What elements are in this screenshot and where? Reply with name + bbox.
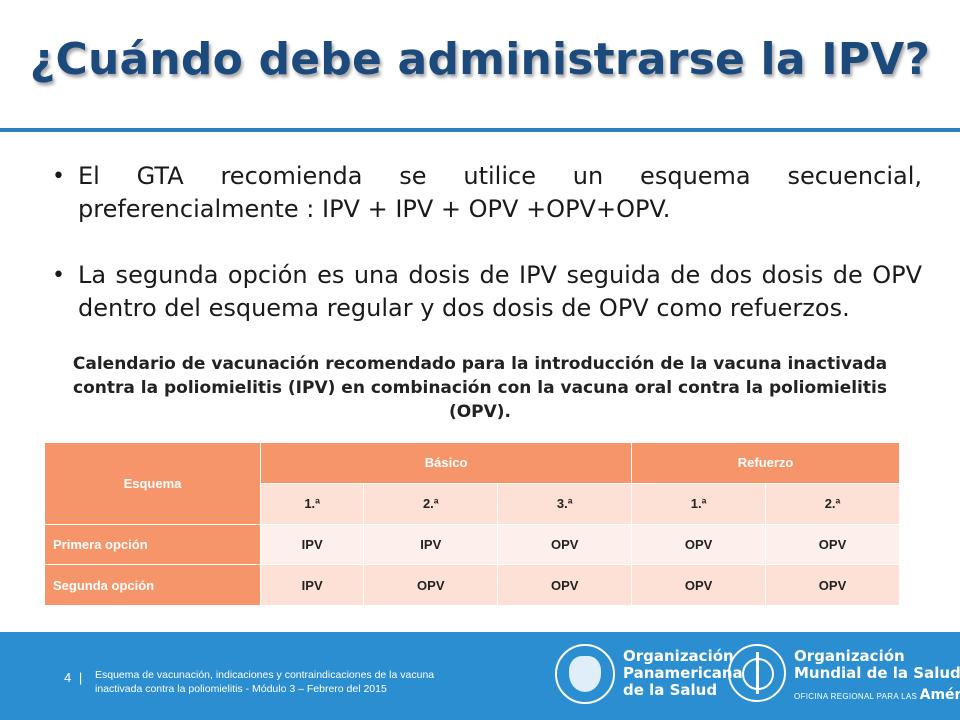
slide-footer: 4 | Esquema de vacunación, indicaciones … xyxy=(0,632,960,720)
header-basico: Básico xyxy=(259,442,633,484)
bullet-item-2: La segunda opción es una dosis de IPV se… xyxy=(52,259,922,325)
page-separator: | xyxy=(78,670,83,685)
paho-emblem-icon xyxy=(555,644,615,704)
row-label: Segunda opción xyxy=(44,564,261,606)
table-cell: OPV xyxy=(497,523,633,566)
who-emblem-icon xyxy=(728,644,786,702)
subheader-dose: 2.ª xyxy=(363,482,499,525)
page-number: 4 | xyxy=(64,670,82,685)
table-cell: OPV xyxy=(631,564,767,606)
title-divider xyxy=(0,128,960,132)
subheader-dose: 3.ª xyxy=(497,482,633,525)
paho-logo-line-1: Organización xyxy=(623,647,734,665)
paho-logo: Organización Panamericana de la Salud xyxy=(555,642,743,708)
table-cell: IPV xyxy=(259,523,365,566)
paho-logo-line-2: Panamericana xyxy=(623,664,743,682)
paho-logo-text: Organización Panamericana de la Salud xyxy=(623,648,743,699)
table-cell: OPV xyxy=(631,523,767,566)
table-header-row: Esquema Básico Refuerzo xyxy=(44,442,900,525)
header-refuerzo: Refuerzo xyxy=(631,442,900,484)
subheader-dose: 1.ª xyxy=(631,482,767,525)
table-subheader-row: 1.ª 2.ª 3.ª 1.ª 2.ª xyxy=(45,482,900,525)
who-regional-name: Américas xyxy=(919,687,960,703)
vaccination-schedule-table: Esquema Básico Refuerzo 1.ª 2.ª 3.ª 1.ª … xyxy=(44,442,900,606)
table-cell: OPV xyxy=(363,564,499,606)
table-row: Segunda opción IPV OPV OPV OPV OPV xyxy=(44,564,900,606)
who-logo-line-1: Organización xyxy=(794,647,905,665)
footer-text-line-2: inactivada contra la poliomielitis - Mód… xyxy=(95,683,387,695)
who-logo-text: Organización Mundial de la Salud xyxy=(794,648,960,682)
table-cell: OPV xyxy=(497,564,633,606)
subheader-dose: 2.ª xyxy=(765,482,900,525)
who-regional-prefix: OFICINA REGIONAL PARA LAS xyxy=(794,692,918,701)
page-number-value: 4 xyxy=(64,670,72,685)
table-cell: OPV xyxy=(765,564,900,606)
row-label: Primera opción xyxy=(44,523,261,566)
footer-text: Esquema de vacunación, indicaciones y co… xyxy=(95,668,485,696)
table-caption: Calendario de vacunación recomendado par… xyxy=(72,354,888,422)
table-row: Primera opción IPV IPV OPV OPV OPV xyxy=(44,523,900,566)
table-cell: IPV xyxy=(363,523,499,566)
slide-title: ¿Cuándo debe administrarse la IPV? xyxy=(29,34,931,85)
table-cell: OPV xyxy=(765,523,900,566)
bullet-list: El GTA recomienda se utilice un esquema … xyxy=(52,160,922,325)
table-cell: IPV xyxy=(259,564,365,606)
bullet-item-1: El GTA recomienda se utilice un esquema … xyxy=(52,160,922,226)
subheader-dose: 1.ª xyxy=(259,482,365,525)
paho-logo-line-3: de la Salud xyxy=(623,681,718,699)
who-regional-office: OFICINA REGIONAL PARA LAS Américas xyxy=(794,687,960,703)
footer-text-line-1: Esquema de vacunación, indicaciones y co… xyxy=(95,669,435,681)
header-esquema: Esquema xyxy=(44,442,261,525)
who-logo: Organización Mundial de la Salud OFICINA… xyxy=(728,642,960,708)
who-logo-line-2: Mundial de la Salud xyxy=(794,664,960,682)
